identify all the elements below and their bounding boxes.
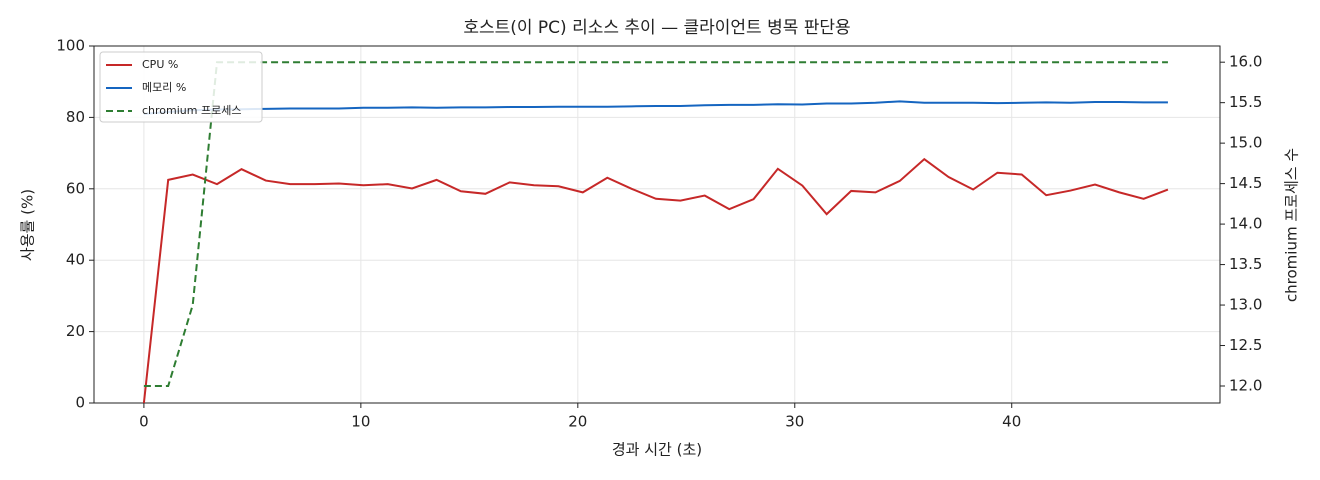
x-axis-label: 경과 시간 (초) [612, 441, 702, 459]
x-tick-label: 10 [351, 413, 370, 431]
y2-tick-label: 12.0 [1229, 377, 1262, 395]
legend-box [99, 51, 263, 123]
y2-tick-label: 16.0 [1229, 53, 1262, 71]
x-tick-label: 0 [139, 413, 149, 431]
y2-axis-label: chromium 프로세스 수 [1283, 148, 1301, 302]
y2-tick-label: 13.0 [1229, 296, 1262, 314]
x-tick-label: 20 [568, 413, 587, 431]
x-tick-label: 40 [1002, 413, 1021, 431]
plot-frame [93, 45, 1221, 404]
legend-label: chromium 프로세스 [142, 104, 241, 117]
y-tick-label: 100 [56, 37, 85, 55]
legend-label: CPU % [142, 58, 178, 71]
line-series [142, 157, 1169, 404]
y-tick-label: 20 [66, 322, 85, 340]
y-tick-label: 60 [66, 179, 85, 197]
y2-tick-label: 12.5 [1229, 336, 1262, 354]
line-series [143, 100, 1168, 115]
y-tick-label: 80 [66, 108, 85, 126]
legend-label: 메모리 % [142, 81, 186, 94]
y-tick-label: 40 [66, 251, 85, 269]
chart-title: 호스트(이 PC) 리소스 추이 — 클라이언트 병목 판단용 [463, 18, 850, 38]
y-tick-label: 0 [75, 394, 85, 412]
y2-tick-label: 13.5 [1229, 255, 1262, 273]
y2-tick-label: 15.5 [1229, 93, 1262, 111]
line-series [143, 61, 1168, 387]
x-tick-label: 30 [785, 413, 804, 431]
y2-tick-label: 14.5 [1229, 174, 1262, 192]
y-axis-label: 사용률 (%) [19, 189, 37, 261]
y2-tick-label: 15.0 [1229, 134, 1262, 152]
y2-tick-label: 14.0 [1229, 215, 1262, 233]
